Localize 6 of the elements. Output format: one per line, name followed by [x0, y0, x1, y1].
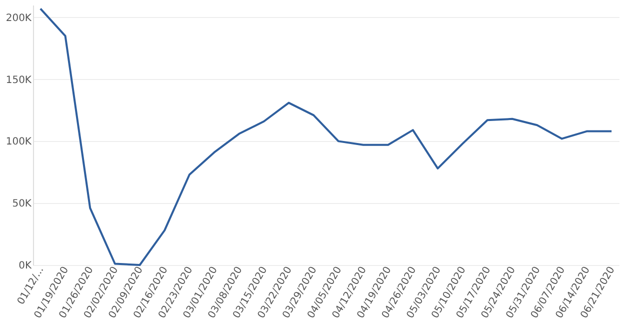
line-series — [39, 8, 613, 266]
y-tick-label: 0K — [18, 260, 32, 272]
y-tick-label: 100K — [6, 136, 32, 148]
y-tick-label: 200K — [6, 12, 32, 24]
y-tick-label: 50K — [12, 198, 32, 210]
y-tick-label: 150K — [6, 74, 32, 86]
